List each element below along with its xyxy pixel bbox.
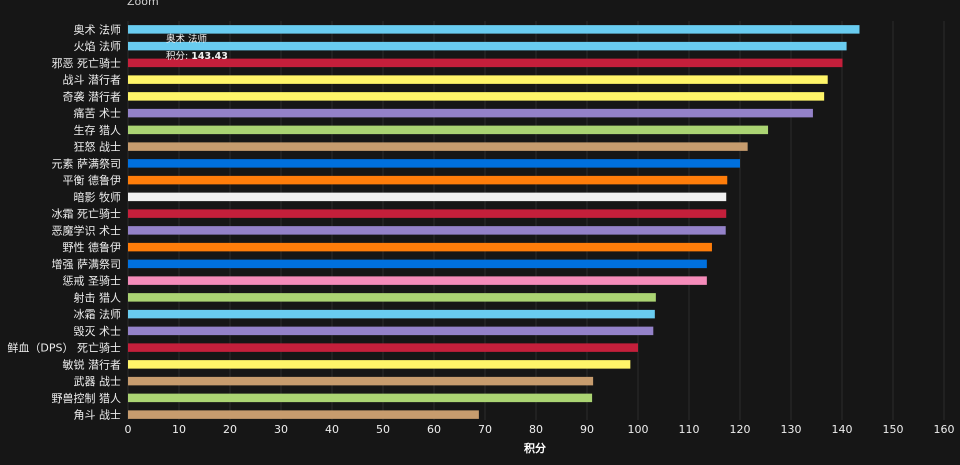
category-label: 痛苦 术士 (74, 106, 122, 120)
bar[interactable] (128, 326, 654, 336)
bar[interactable] (128, 108, 813, 118)
category-label: 野兽控制 猎人 (52, 391, 122, 405)
x-tick-label: 20 (223, 423, 237, 436)
x-tick-label: 90 (580, 423, 594, 436)
x-axis-ticks: 0 10 20 30 40 50 60 70 80 90 100 110 120 130 140 150 160 (125, 423, 955, 436)
bar[interactable] (128, 226, 726, 235)
category-label: 角斗 战士 (74, 409, 122, 422)
category-label: 平衡 德鲁伊 (63, 173, 122, 187)
category-label: 增强 萨满祭司 (52, 257, 122, 271)
x-tick-label: 50 (376, 423, 390, 436)
category-label: 元素 萨满祭司 (52, 157, 122, 170)
bar[interactable] (128, 343, 638, 352)
x-tick-label: 130 (781, 423, 802, 436)
category-label: 武器 战士 (74, 375, 122, 388)
bar[interactable] (128, 376, 594, 386)
category-label: 射击 猎人 (74, 290, 122, 304)
x-tick-label: 160 (934, 423, 955, 436)
bar[interactable] (128, 192, 727, 202)
x-tick-label: 70 (478, 423, 492, 436)
category-label: 邪恶 死亡骑士 (52, 56, 122, 70)
bar[interactable] (128, 125, 769, 135)
x-tick-label: 30 (274, 423, 288, 436)
x-tick-label: 60 (427, 423, 441, 436)
category-label: 奥术 法师 (74, 22, 122, 36)
x-tick-label: 150 (883, 423, 904, 436)
x-tick-label: 40 (325, 423, 339, 436)
bar[interactable] (128, 41, 847, 51)
category-label: 恶魔学识 术士 (52, 223, 122, 237)
bar[interactable] (128, 242, 712, 252)
bar[interactable] (128, 92, 825, 101)
category-label: 火焰 法师 (74, 39, 122, 53)
category-label: 野性 德鲁伊 (63, 240, 122, 254)
category-label: 奇袭 潜行者 (63, 89, 122, 103)
category-label: 冰霜 死亡骑士 (52, 207, 122, 221)
x-tick-label: 110 (679, 423, 700, 436)
x-tick-label: 100 (628, 423, 649, 436)
category-label: 狂怒 战士 (74, 140, 122, 154)
category-label: 生存 猎人 (74, 123, 122, 137)
bars (128, 25, 860, 419)
bar[interactable] (128, 259, 707, 269)
x-axis-title: 积分 (524, 441, 546, 455)
bar[interactable] (128, 293, 656, 302)
bar[interactable] (128, 175, 728, 185)
bar[interactable] (128, 25, 860, 34)
x-tick-label: 80 (529, 423, 543, 436)
category-label: 惩戒 圣骑士 (63, 275, 122, 288)
bar[interactable] (128, 309, 655, 319)
bar[interactable] (128, 360, 631, 369)
bar[interactable] (128, 58, 843, 68)
category-label: 冰霜 法师 (74, 307, 122, 321)
x-tick-label: 10 (172, 423, 186, 436)
category-label: 毁灭 术士 (74, 324, 122, 338)
x-tick-label: 120 (730, 423, 751, 436)
bar[interactable] (128, 276, 707, 285)
category-label: 鲜血（DPS） 死亡骑士 (7, 341, 121, 355)
category-label: 敏锐 潜行者 (63, 357, 122, 371)
category-label: 战斗 潜行者 (63, 73, 122, 87)
x-tick-label: 0 (125, 423, 132, 436)
bar[interactable] (128, 393, 593, 403)
bar[interactable] (128, 209, 727, 218)
bar[interactable] (128, 159, 740, 168)
zoom-button[interactable]: Zoom (127, 0, 159, 8)
bar[interactable] (128, 75, 828, 84)
bar[interactable] (128, 410, 479, 419)
x-tick-label: 140 (832, 423, 853, 436)
bar[interactable] (128, 142, 748, 151)
gridlines (127, 21, 945, 420)
category-label: 暗影 牧师 (74, 190, 122, 204)
